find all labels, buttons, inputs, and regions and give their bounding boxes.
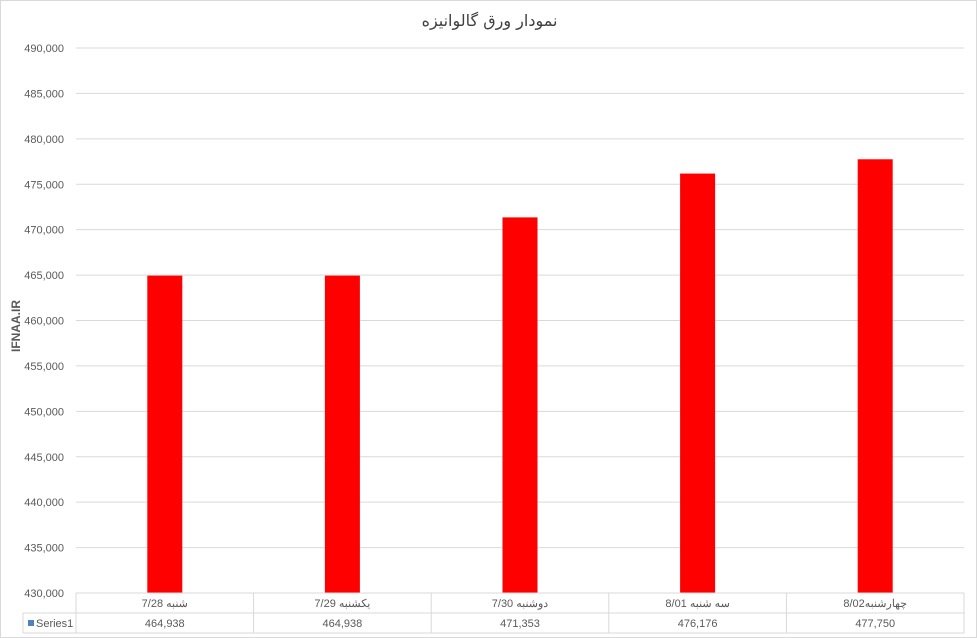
data-table-value: 476,176 [678, 618, 718, 630]
bar [502, 217, 538, 593]
y-tick-label: 445,000 [24, 452, 64, 464]
chart-title: نمودار ورق گالوانیزه [421, 11, 558, 30]
y-tick-label: 470,000 [24, 225, 64, 237]
category-label: سه شنبه 8/01 [665, 598, 729, 610]
y-tick-label: 430,000 [24, 588, 64, 600]
y-tick-label: 435,000 [24, 543, 64, 555]
category-label: دوشنبه 7/30 [492, 598, 549, 610]
y-tick-label: 460,000 [24, 316, 64, 328]
bar [857, 159, 893, 594]
category-label: شنبه 7/28 [142, 598, 188, 610]
category-label: یکشنبه 7/29 [314, 598, 370, 610]
y-tick-label: 440,000 [24, 497, 64, 509]
y-tick-label: 485,000 [24, 88, 64, 100]
series-name: Series1 [36, 618, 73, 630]
data-table-value: 464,938 [145, 618, 185, 630]
y-tick-label: 475,000 [24, 179, 64, 191]
y-tick-label: 480,000 [24, 134, 64, 146]
bar [324, 275, 360, 593]
y-tick-label: 490,000 [24, 43, 64, 55]
bar [147, 275, 183, 593]
legend-key [28, 620, 34, 626]
data-table-value: 471,353 [500, 618, 540, 630]
y-tick-label: 450,000 [24, 406, 64, 418]
category-label: چهارشنبه8/02 [843, 598, 907, 610]
bar [680, 173, 716, 593]
data-table-value: 464,938 [323, 618, 363, 630]
data-table-value: 477,750 [855, 618, 895, 630]
y-tick-label: 465,000 [24, 270, 64, 282]
y-tick-label: 455,000 [24, 361, 64, 373]
